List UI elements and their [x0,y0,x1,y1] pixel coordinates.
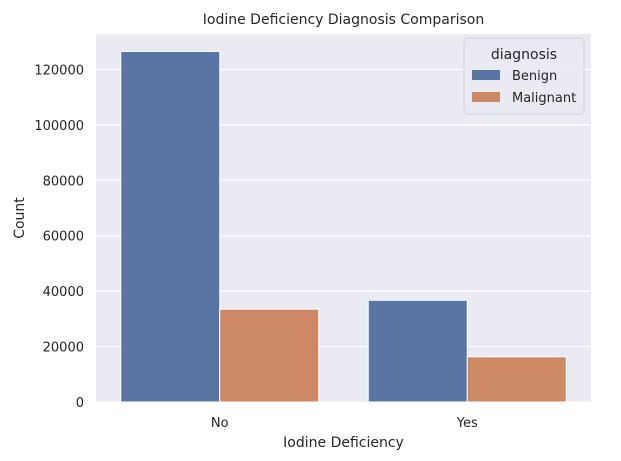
legend-title: diagnosis [491,47,557,63]
legend-swatch-malignant [472,92,500,102]
x-axis-label: Iodine Deficiency [283,435,404,451]
y-axis-label: Count [12,197,28,239]
y-axis-ticks: 0 20000 40000 60000 80000 100000 120000 [34,63,84,411]
legend-swatch-benign [472,70,500,80]
legend: diagnosis Benign Malignant [463,37,585,115]
x-tick-label: Yes [456,416,478,431]
y-tick-label: 60000 [43,230,84,245]
x-axis-ticks: No Yes [211,416,478,431]
legend-label-malignant: Malignant [512,91,576,106]
y-tick-label: 40000 [43,285,84,300]
y-tick-label: 100000 [34,119,84,134]
legend-label-benign: Benign [512,69,557,84]
y-tick-label: 0 [76,396,84,411]
y-tick-label: 20000 [43,341,84,356]
y-tick-label: 80000 [43,174,84,189]
x-tick-label: No [211,416,229,431]
y-tick-label: 120000 [34,63,84,78]
bar-malignant-yes [466,356,567,403]
bar-benign-yes [367,299,468,403]
chart-title: Iodine Deficiency Diagnosis Comparison [203,12,484,28]
bar-benign-no [120,50,221,403]
bar-malignant-no [219,308,320,403]
bars [120,50,567,403]
